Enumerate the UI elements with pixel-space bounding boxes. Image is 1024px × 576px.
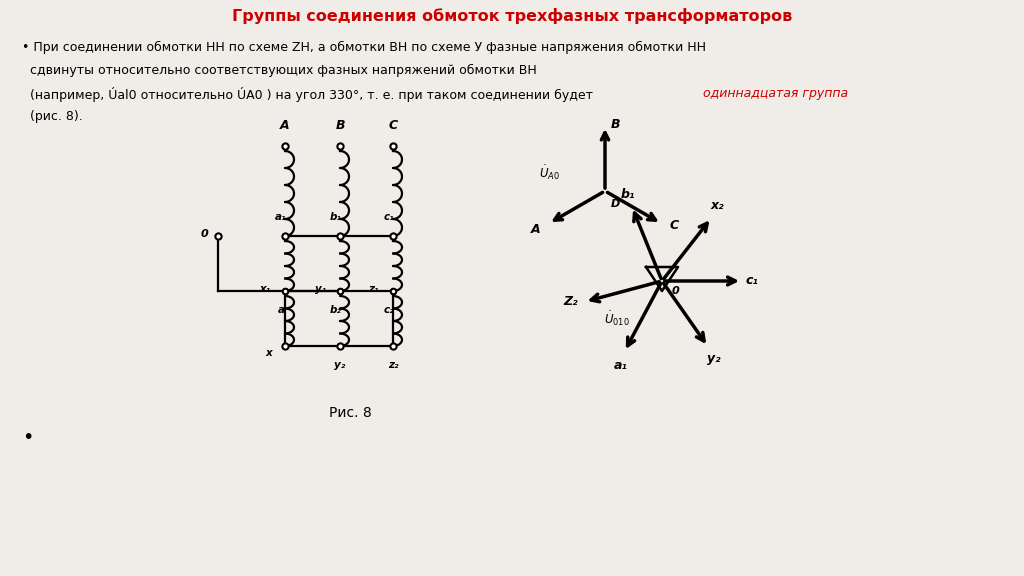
- Text: y₁: y₁: [314, 284, 326, 294]
- Text: A: A: [281, 119, 290, 132]
- Text: y₂: y₂: [335, 360, 346, 370]
- Text: a₁: a₁: [275, 212, 287, 222]
- Text: c₂: c₂: [384, 305, 394, 315]
- Text: (например, Úal0 относительно ÚA0 ) на угол 330°, т. е. при таком соединении буде: (например, Úal0 относительно ÚA0 ) на уг…: [22, 87, 597, 102]
- Text: x₁: x₁: [260, 284, 271, 294]
- Text: z₂: z₂: [388, 360, 398, 370]
- Text: C: C: [670, 219, 679, 232]
- Text: c₁: c₁: [384, 212, 394, 222]
- Text: a: a: [278, 305, 285, 315]
- Text: Рис. 8: Рис. 8: [329, 406, 372, 420]
- Text: x₂: x₂: [711, 199, 724, 213]
- Text: y₂: y₂: [708, 352, 721, 365]
- Text: • При соединении обмотки НН по схеме ZН, а обмотки ВН по схеме У фазные напряжен: • При соединении обмотки НН по схеме ZН,…: [22, 41, 706, 54]
- Text: $\dot{U}_{A0}$: $\dot{U}_{A0}$: [539, 164, 560, 182]
- Text: x: x: [265, 348, 272, 358]
- Text: сдвинуты относительно соответствующих фазных напряжений обмотки ВН: сдвинуты относительно соответствующих фа…: [22, 64, 537, 77]
- Text: b₁: b₁: [330, 212, 342, 222]
- Text: z₁: z₁: [369, 284, 379, 294]
- Text: B: B: [611, 118, 621, 131]
- Text: $\dot{U}_{010}$: $\dot{U}_{010}$: [604, 309, 630, 328]
- Text: B: B: [335, 119, 345, 132]
- Text: b₁: b₁: [621, 188, 635, 202]
- Text: •: •: [22, 428, 34, 447]
- Text: (рис. 8).: (рис. 8).: [22, 110, 83, 123]
- Text: Группы соединения обмоток трехфазных трансформаторов: Группы соединения обмоток трехфазных тра…: [231, 8, 793, 24]
- Text: b₂: b₂: [330, 305, 342, 315]
- Text: D: D: [611, 199, 621, 209]
- Text: 0: 0: [672, 286, 680, 296]
- Text: Z₂: Z₂: [563, 295, 578, 308]
- Text: одиннадцатая группа: одиннадцатая группа: [703, 87, 848, 100]
- Text: A: A: [531, 223, 541, 236]
- Text: c₁: c₁: [745, 275, 759, 287]
- Text: a₁: a₁: [613, 359, 628, 372]
- Text: C: C: [388, 119, 397, 132]
- Text: 0: 0: [200, 229, 208, 239]
